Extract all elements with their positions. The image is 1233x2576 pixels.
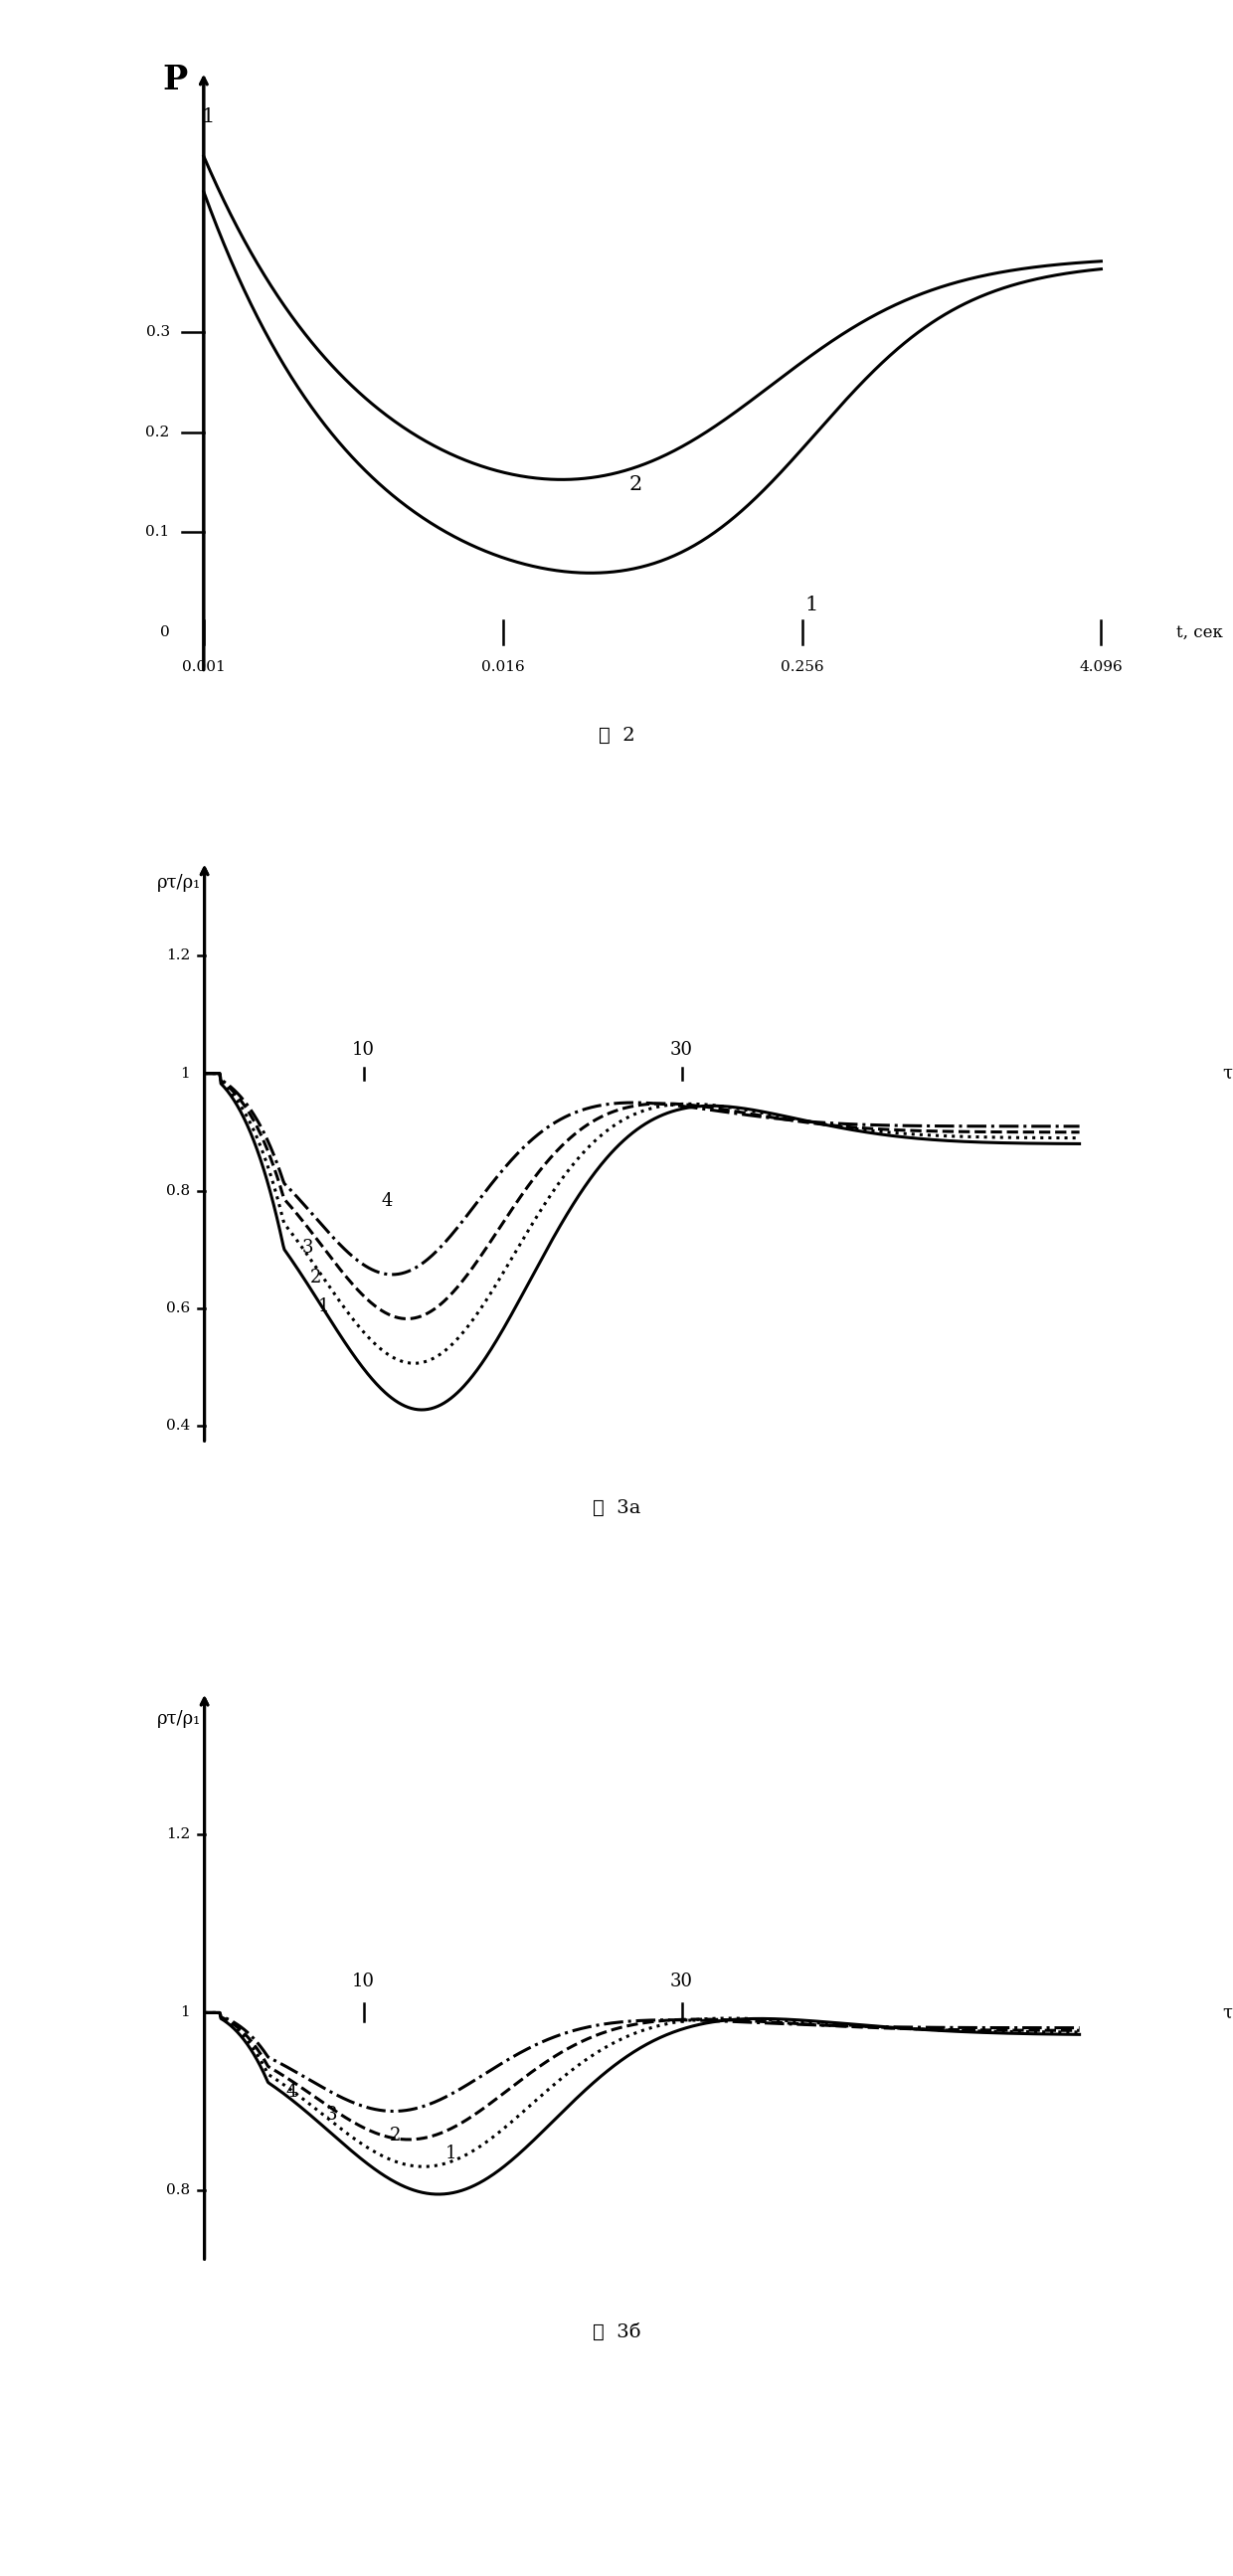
Text: 0: 0 xyxy=(160,626,170,639)
Text: 2: 2 xyxy=(630,477,642,495)
Text: 1: 1 xyxy=(445,2146,456,2164)
Text: 0.001: 0.001 xyxy=(182,659,226,675)
Text: 0.016: 0.016 xyxy=(481,659,524,675)
Text: 1: 1 xyxy=(180,1066,190,1079)
Text: 4: 4 xyxy=(382,1193,393,1211)
Text: 1.2: 1.2 xyxy=(166,948,190,963)
Text: 3: 3 xyxy=(302,1239,313,1257)
Text: 10: 10 xyxy=(353,1973,375,1991)
Text: 0.6: 0.6 xyxy=(166,1301,190,1316)
Text: 0.8: 0.8 xyxy=(166,2184,190,2197)
Text: 0.8: 0.8 xyxy=(166,1185,190,1198)
Text: 10: 10 xyxy=(353,1041,375,1059)
Text: 2: 2 xyxy=(390,2128,401,2146)
Text: 2: 2 xyxy=(311,1267,322,1285)
Text: 4.096: 4.096 xyxy=(1079,659,1123,675)
Text: 0.2: 0.2 xyxy=(145,425,170,438)
Text: 1: 1 xyxy=(805,595,819,616)
Text: ρτ/ρ₁: ρτ/ρ₁ xyxy=(157,1710,201,1728)
Text: 1.2: 1.2 xyxy=(166,1829,190,1842)
Text: t, сек: t, сек xyxy=(1176,623,1223,641)
Text: 3: 3 xyxy=(326,2105,338,2123)
Text: 4: 4 xyxy=(286,2081,297,2099)
Text: 图  3б: 图 3б xyxy=(592,2324,641,2342)
Text: 1: 1 xyxy=(318,1298,329,1316)
Text: 1: 1 xyxy=(180,2007,190,2020)
Text: ρτ/ρ₁: ρτ/ρ₁ xyxy=(157,873,201,891)
Text: 0.1: 0.1 xyxy=(145,526,170,538)
Text: 图  3a: 图 3a xyxy=(592,1499,641,1517)
Text: P: P xyxy=(163,64,187,98)
Text: τ₁/h₁: τ₁/h₁ xyxy=(1223,1064,1233,1082)
Text: 30: 30 xyxy=(671,1041,693,1059)
Text: 0.256: 0.256 xyxy=(780,659,824,675)
Text: 0.3: 0.3 xyxy=(145,325,170,340)
Text: 图  2: 图 2 xyxy=(598,726,635,744)
Text: τ₁/h₁: τ₁/h₁ xyxy=(1223,2004,1233,2022)
Text: 1: 1 xyxy=(201,108,215,126)
Text: 30: 30 xyxy=(671,1973,693,1991)
Text: 0.4: 0.4 xyxy=(166,1419,190,1432)
